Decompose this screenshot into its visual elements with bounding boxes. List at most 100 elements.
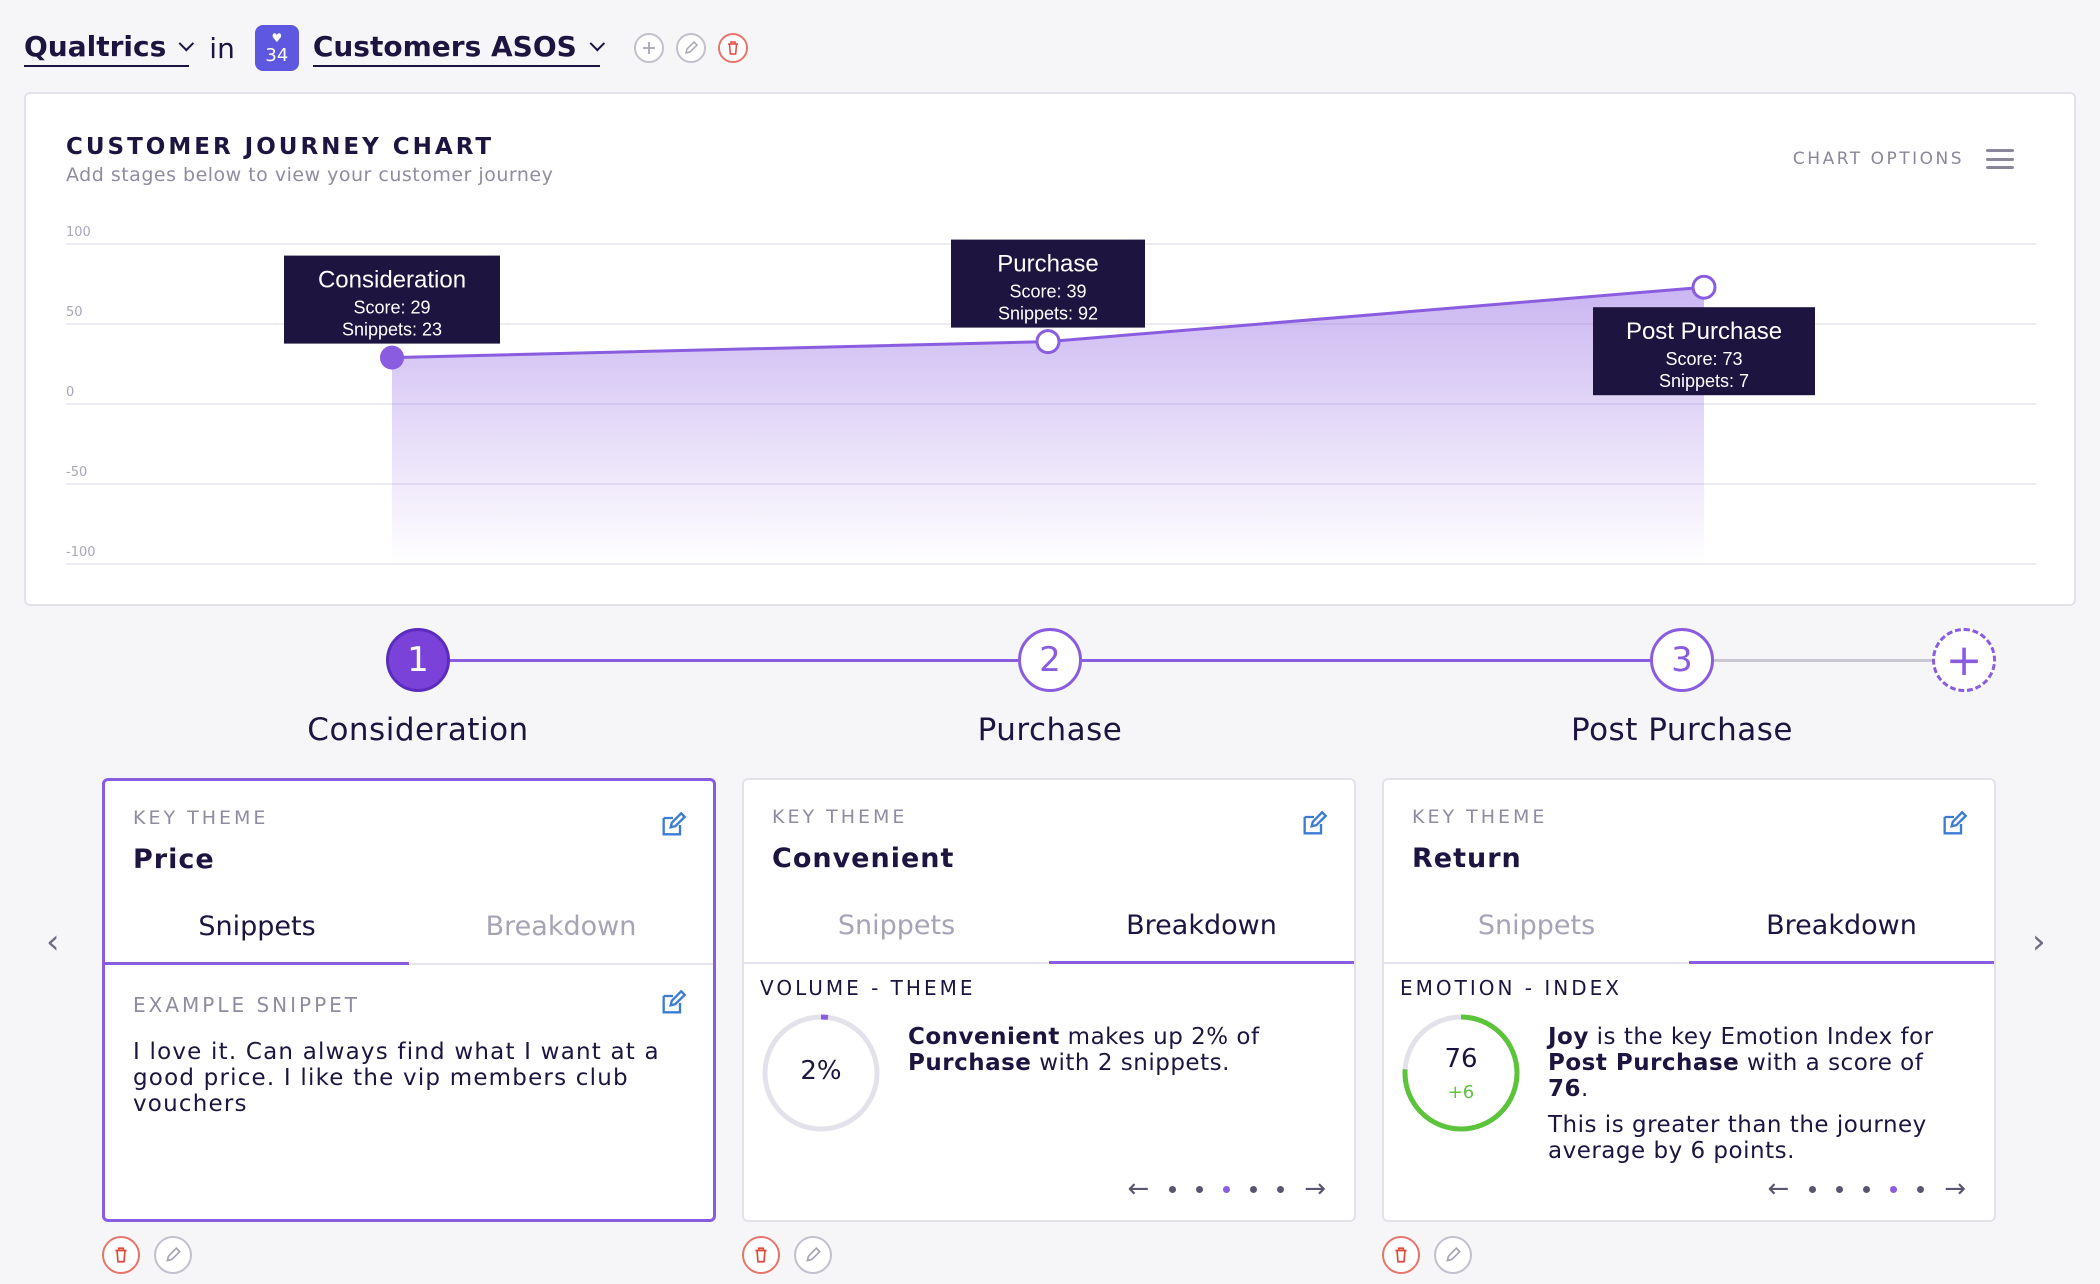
header-bar: Qualtrics in ♥ 34 Customers ASOS	[24, 22, 748, 74]
prev-stage-arrow[interactable]: ‹	[46, 922, 60, 962]
pager-dot[interactable]	[1277, 1185, 1285, 1193]
tab-breakdown[interactable]: Breakdown	[485, 911, 637, 942]
example-snippet-label: EXAMPLE SNIPPET	[133, 993, 361, 1017]
tooltip-box	[1593, 307, 1815, 396]
key-theme-value: Convenient	[772, 843, 955, 874]
score-value: 76	[1548, 1076, 1582, 1102]
project-badge: ♥ 34	[254, 25, 299, 71]
org-dropdown[interactable]: Qualtrics	[24, 30, 195, 67]
tooltip-snippets: Snippets: 92	[998, 304, 1098, 324]
arrow-left-icon[interactable]: ←	[1767, 1174, 1790, 1204]
heart-icon: ♥	[271, 30, 283, 45]
delete-stage-button[interactable]	[742, 1236, 780, 1274]
tooltip-box	[951, 239, 1145, 328]
pager-dot[interactable]	[1836, 1185, 1844, 1193]
tooltip-score: Score: 73	[1665, 349, 1742, 369]
step-1[interactable]: 1	[386, 628, 450, 692]
edit-icon[interactable]	[1940, 810, 1968, 838]
y-tick-label: 0	[66, 385, 74, 400]
key-theme-label: KEY THEME	[1412, 806, 1548, 828]
comparison-text: This is greater than the journey average…	[1548, 1112, 1927, 1164]
edit-stage-button[interactable]	[1434, 1236, 1472, 1274]
emotion-index-label: EMOTION - INDEX	[1400, 976, 1622, 1000]
tab-breakdown[interactable]: Breakdown	[1049, 900, 1354, 964]
pager-dot[interactable]	[1250, 1185, 1258, 1193]
trash-icon	[1395, 1247, 1407, 1263]
card-tabs: Snippets Breakdown	[744, 900, 1354, 964]
add-button[interactable]	[633, 33, 664, 63]
badge-count: 34	[265, 44, 289, 66]
delete-stage-button[interactable]	[1382, 1236, 1420, 1274]
step-connector	[450, 659, 1018, 662]
tooltip-stage: Purchase	[997, 251, 1098, 278]
description-text: is the key Emotion Index for	[1588, 1024, 1934, 1050]
tab-breakdown[interactable]: Breakdown	[1689, 900, 1994, 964]
tooltip-stage: Consideration	[318, 267, 466, 294]
stage-name: Post Purchase	[1548, 1050, 1740, 1076]
pager-dot[interactable]	[1863, 1185, 1871, 1193]
menu-icon	[1986, 149, 2014, 169]
arrow-left-icon[interactable]: ←	[1127, 1174, 1150, 1204]
stage-card-consideration[interactable]: KEY THEME Price Snippets Breakdown EXAMP…	[102, 778, 716, 1222]
emotion-description: Joy is the key Emotion Index for Post Pu…	[1548, 1024, 1968, 1164]
pager-dot[interactable]	[1809, 1185, 1817, 1193]
edit-icon[interactable]	[1300, 810, 1328, 838]
volume-description: Convenient makes up 2% of Purchase with …	[908, 1024, 1328, 1076]
project-dropdown[interactable]: Customers ASOS	[312, 30, 605, 67]
edit-icon[interactable]	[659, 811, 687, 839]
tooltip-snippets: Snippets: 23	[342, 320, 442, 340]
tab-snippets[interactable]: Snippets	[837, 910, 956, 941]
card-actions-post-purchase	[1382, 1236, 1472, 1274]
pager-dot[interactable]	[1169, 1185, 1177, 1193]
tab-snippets[interactable]: Snippets	[1477, 910, 1596, 941]
edit-snippet-icon[interactable]	[659, 989, 687, 1017]
pencil-icon	[684, 40, 698, 55]
card-tabs: Snippets Breakdown	[105, 901, 713, 965]
pager-dot[interactable]	[1890, 1185, 1898, 1193]
arrow-right-icon[interactable]: →	[1944, 1174, 1966, 1204]
y-tick-label: -50	[66, 465, 87, 480]
pager-dot[interactable]	[1917, 1185, 1925, 1193]
arrow-right-icon[interactable]: →	[1304, 1174, 1326, 1204]
chart-options-label: CHART OPTIONS	[1792, 149, 1964, 169]
emotion-ring	[1402, 1014, 1520, 1132]
delete-stage-button[interactable]	[102, 1236, 140, 1274]
plus-icon	[642, 42, 655, 54]
edit-button[interactable]	[675, 33, 706, 63]
stage-card-purchase[interactable]: KEY THEME Convenient Snippets Breakdown …	[742, 778, 1356, 1222]
pager-dot[interactable]	[1196, 1185, 1204, 1193]
data-point	[1035, 329, 1061, 355]
delete-button[interactable]	[717, 33, 748, 63]
chart-options-button[interactable]: CHART OPTIONS	[1793, 149, 2014, 169]
data-point	[380, 345, 404, 370]
add-stage-button[interactable]: +	[1932, 628, 1996, 692]
trash-icon	[727, 41, 738, 55]
volume-ring	[762, 1014, 880, 1132]
card-tabs: Snippets Breakdown	[1384, 900, 1994, 964]
chart-title: CUSTOMER JOURNEY CHART	[66, 134, 495, 160]
stage-name: Purchase	[908, 1050, 1032, 1076]
series-area	[392, 287, 1704, 564]
step-2[interactable]: 2	[1018, 628, 1082, 692]
pager-dot[interactable]	[1223, 1185, 1231, 1193]
data-point	[1691, 274, 1717, 300]
stage-card-post-purchase[interactable]: KEY THEME Return Snippets Breakdown EMOT…	[1382, 778, 1996, 1222]
step-label-consideration: Consideration	[307, 712, 529, 748]
pencil-icon	[806, 1247, 821, 1262]
breakdown-pager: ← →	[1767, 1176, 1966, 1202]
tab-snippets[interactable]: Snippets	[105, 901, 409, 965]
emotion-name: Joy	[1548, 1024, 1589, 1050]
step-3[interactable]: 3	[1650, 628, 1714, 692]
trash-icon	[115, 1247, 127, 1263]
tooltip-stage: Post Purchase	[1626, 318, 1782, 345]
emotion-delta: +6	[1447, 1082, 1475, 1103]
description-text: with a score of	[1739, 1050, 1924, 1076]
snippet-text: I love it. Can always find what I want a…	[133, 1039, 660, 1117]
next-stage-arrow[interactable]: ›	[2032, 922, 2046, 962]
edit-stage-button[interactable]	[794, 1236, 832, 1274]
y-tick-label: 50	[66, 305, 83, 320]
journey-stepper: 1 2 3 + Consideration Purchase Post Purc…	[0, 620, 2100, 760]
edit-stage-button[interactable]	[154, 1236, 192, 1274]
chevron-down-icon	[178, 35, 195, 51]
